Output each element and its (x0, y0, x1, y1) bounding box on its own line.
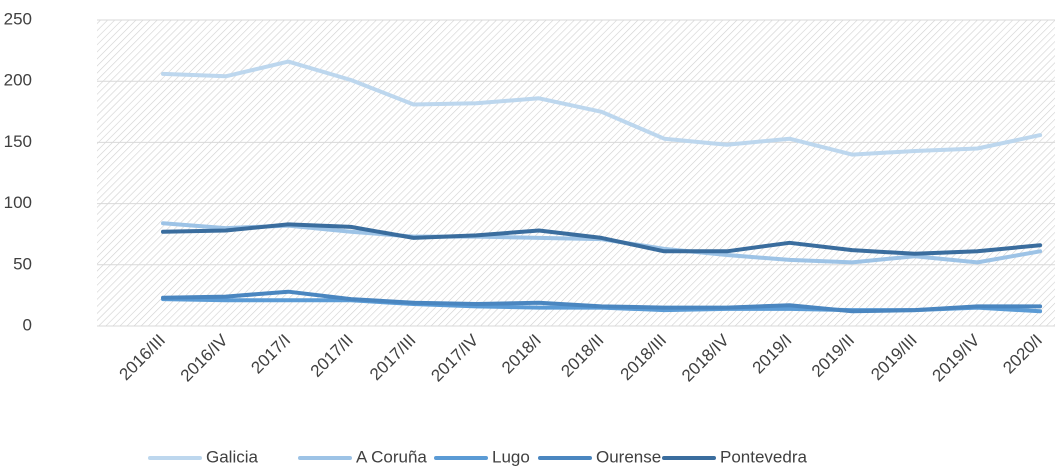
series-line (161, 222, 1043, 256)
plot-area (97, 20, 1055, 326)
x-tick-label: 2017/I (247, 331, 294, 378)
y-tick-label: 50 (13, 254, 32, 273)
series-line (161, 59, 1043, 157)
x-tick-label: 2017/II (307, 331, 357, 381)
x-tick-label: 2017/III (366, 331, 420, 385)
y-tick-label: 0 (23, 315, 32, 334)
legend-label: Lugo (492, 447, 530, 466)
legend-label: Ourense (596, 447, 661, 466)
legend-label: Galicia (206, 447, 259, 466)
x-tick-label: 2019/III (867, 331, 921, 385)
x-tick-label: 2020/I (999, 331, 1046, 378)
y-tick-label: 250 (4, 9, 32, 28)
x-tick-label: 2018/I (498, 331, 545, 378)
x-tick-label: 2018/II (557, 331, 607, 381)
x-tick-label: 2017/IV (427, 330, 482, 385)
y-tick-label: 200 (4, 71, 32, 90)
legend-label: Pontevedra (720, 447, 807, 466)
x-tick-label: 2016/IV (177, 330, 232, 385)
y-tick-label: 150 (4, 132, 32, 151)
x-tick-label: 2019/I (749, 331, 796, 378)
x-tick-label: 2019/II (808, 331, 858, 381)
x-tick-label: 2018/III (617, 331, 671, 385)
x-tick-label: 2018/IV (678, 330, 733, 385)
series-line (161, 289, 1043, 314)
legend-label: A Coruña (356, 447, 427, 466)
x-tick-label: 2019/IV (929, 330, 984, 385)
y-tick-label: 100 (4, 193, 32, 212)
x-tick-label: 2016/III (115, 331, 169, 385)
